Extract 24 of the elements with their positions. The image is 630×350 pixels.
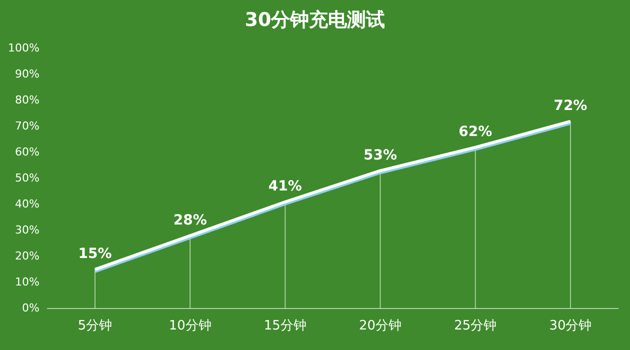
y-tick-label: 40% <box>14 197 40 210</box>
x-tick-label: 15分钟 <box>264 318 306 334</box>
y-tick-label: 10% <box>14 275 40 288</box>
x-tick-label: 10分钟 <box>168 318 212 334</box>
y-tick-label: 100% <box>8 41 40 54</box>
data-label: 28% <box>173 212 207 228</box>
data-label: 15% <box>78 246 112 262</box>
y-tick-label: 60% <box>14 145 40 158</box>
x-tick-label: 30分钟 <box>549 318 592 334</box>
y-tick-label: 30% <box>14 223 40 236</box>
y-tick-label: 90% <box>14 67 40 80</box>
y-tick-label: 0% <box>22 301 40 314</box>
x-tick-label: 25分钟 <box>454 318 497 334</box>
y-tick-label: 80% <box>14 93 40 106</box>
x-tick-label: 5分钟 <box>78 318 112 334</box>
data-label: 41% <box>268 178 302 195</box>
data-label: 72% <box>554 98 588 114</box>
data-label: 62% <box>458 124 492 140</box>
y-tick-label: 20% <box>14 249 40 262</box>
y-tick-label: 50% <box>14 171 40 184</box>
y-tick-label: 70% <box>14 119 40 132</box>
x-tick-label: 20分钟 <box>358 318 402 334</box>
chart-title: 30分钟充电测试 <box>244 8 386 33</box>
data-label: 53% <box>364 147 398 164</box>
